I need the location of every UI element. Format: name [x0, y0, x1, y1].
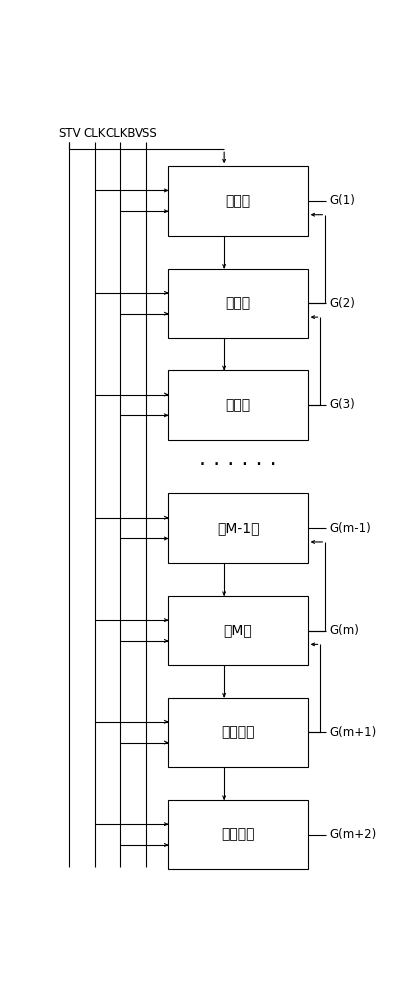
Text: G(m-1): G(m-1) — [330, 522, 371, 535]
Text: VSS: VSS — [135, 127, 157, 140]
Text: · · · · · ·: · · · · · · — [199, 455, 277, 475]
Text: 第二级: 第二级 — [225, 296, 251, 310]
Bar — [169, 800, 308, 869]
Text: G(1): G(1) — [330, 194, 355, 207]
Bar — [169, 493, 308, 563]
Text: 第二伪级: 第二伪级 — [221, 828, 255, 842]
Text: CLK: CLK — [84, 127, 106, 140]
Text: G(m+1): G(m+1) — [330, 726, 377, 739]
Bar — [169, 596, 308, 665]
Text: 第一伪级: 第一伪级 — [221, 725, 255, 739]
Text: 第一级: 第一级 — [225, 194, 251, 208]
Text: G(m+2): G(m+2) — [330, 828, 377, 841]
Bar — [169, 166, 308, 235]
Text: G(m): G(m) — [330, 624, 359, 637]
Bar — [169, 370, 308, 440]
Bar — [169, 269, 308, 338]
Bar — [169, 698, 308, 767]
Text: 第M-1级: 第M-1级 — [217, 521, 259, 535]
Text: G(2): G(2) — [330, 297, 355, 310]
Text: G(3): G(3) — [330, 398, 355, 411]
Text: 第M级: 第M级 — [224, 624, 252, 638]
Text: CLKB: CLKB — [105, 127, 136, 140]
Text: 第三级: 第三级 — [225, 398, 251, 412]
Text: STV: STV — [58, 127, 81, 140]
